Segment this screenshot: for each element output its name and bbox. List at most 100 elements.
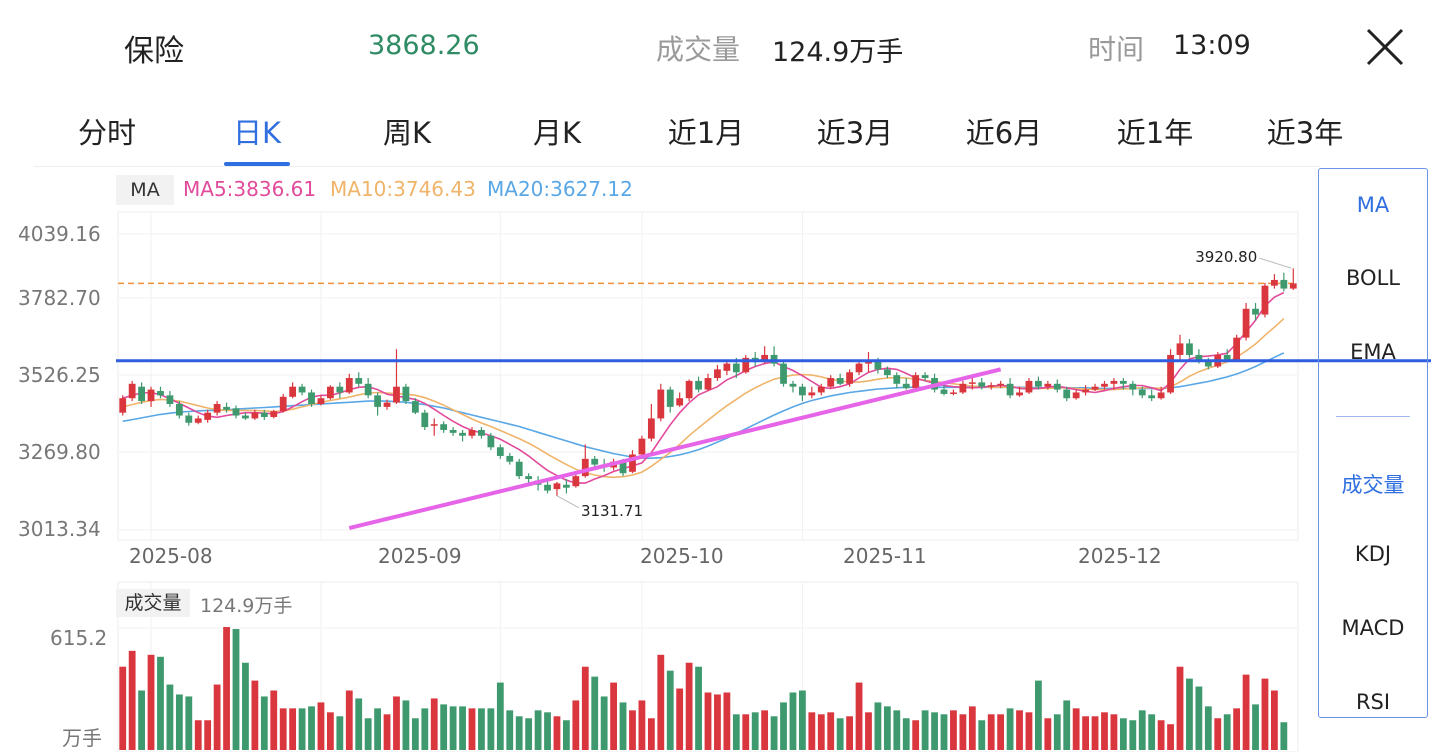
volume-bar [147, 654, 155, 750]
candle-body [1091, 386, 1099, 390]
volume-bar [317, 702, 325, 750]
indicator-panel [1318, 168, 1428, 718]
volume-bar [544, 712, 551, 750]
volume-bar [610, 682, 617, 750]
indicator-ema[interactable]: EMA [1350, 340, 1396, 364]
indicator-boll[interactable]: BOLL [1346, 266, 1400, 290]
candle-body [1233, 337, 1241, 361]
tab-3-years[interactable]: 近3年 [1266, 116, 1344, 150]
candle-body [1082, 389, 1089, 393]
candle-body [1053, 383, 1061, 390]
candle-body [1204, 360, 1212, 367]
volume-bar [1025, 712, 1033, 750]
candle-body [194, 418, 202, 423]
volume-bar [1110, 714, 1118, 750]
volume-bar [978, 720, 986, 750]
candle-body [704, 378, 712, 390]
high-annotation: 3920.80 [1195, 248, 1257, 266]
x-tick-label: 2025-09 [378, 544, 462, 568]
candle-body [496, 447, 504, 456]
volume-bar [685, 662, 693, 750]
volume-bar [1035, 680, 1042, 750]
current-price: 3868.26 [368, 30, 480, 61]
candle-body [836, 378, 844, 384]
candle-body [676, 398, 684, 406]
volume-bar [1016, 710, 1023, 750]
candle-body [298, 386, 306, 393]
volume-bar [1119, 718, 1127, 750]
indicator-ma[interactable]: MA [1356, 193, 1390, 217]
candle-body [902, 383, 910, 389]
volume-bar [808, 712, 816, 750]
candle-body [827, 378, 835, 387]
volume-bar [128, 650, 136, 750]
tab-3-months[interactable]: 近3月 [816, 116, 894, 150]
candle-body [1195, 354, 1203, 361]
volume-bar [666, 670, 674, 750]
candle-body [317, 398, 325, 405]
candle-body [997, 383, 1005, 386]
volume-bar [940, 714, 948, 750]
volume-bar [629, 710, 636, 750]
candle-body [799, 386, 806, 396]
tab-weekly-k[interactable]: 周K [382, 116, 432, 150]
x-tick-label: 2025-12 [1078, 544, 1162, 568]
volume-bar [506, 710, 514, 750]
volume-bar [270, 690, 278, 750]
tab-daily-k[interactable]: 日K [232, 116, 282, 150]
volume-bar [1252, 704, 1259, 750]
volume-bar [600, 696, 608, 750]
candle-body [1119, 380, 1127, 384]
volume-bar [468, 708, 476, 750]
volume-bar [572, 700, 580, 750]
candle-body [383, 402, 391, 407]
volume-bar [449, 706, 457, 750]
candle-body [940, 389, 948, 394]
volume-bar [931, 712, 938, 750]
volume-bar [1261, 678, 1269, 750]
volume-bar [912, 720, 920, 750]
candle-body [185, 415, 193, 423]
candle-body [147, 389, 155, 402]
y-tick-label: 3782.70 [18, 286, 101, 310]
volume-bar [289, 708, 297, 750]
candle-body [289, 386, 297, 397]
candle-body [1035, 380, 1042, 387]
volume-bar [421, 708, 429, 750]
close-button[interactable] [1362, 24, 1408, 70]
volume-bar [185, 696, 193, 750]
indicator-kdj[interactable]: KDJ [1354, 542, 1392, 566]
volume-bar [166, 684, 174, 750]
volume-bar [393, 696, 400, 750]
candle-body [714, 369, 721, 379]
candle-body [685, 380, 693, 399]
tab-intraday[interactable]: 分时 [77, 116, 136, 150]
ma10-line [122, 318, 1285, 479]
volume-bar [308, 706, 315, 750]
candle-body [1110, 380, 1118, 384]
indicator-volume[interactable]: 成交量 [1341, 473, 1405, 497]
candle-body [846, 372, 853, 384]
candle-body [912, 375, 920, 389]
indicator-rsi[interactable]: RSI [1355, 690, 1391, 714]
candle-body [978, 382, 986, 387]
volume-bar [657, 654, 665, 750]
volume-bar [865, 712, 872, 750]
indicator-macd[interactable]: MACD [1341, 616, 1405, 640]
ma20-legend: MA20:3627.12 [487, 177, 633, 201]
tab-monthly-k[interactable]: 月K [532, 116, 582, 150]
candle-body [308, 392, 315, 405]
candle-body [1072, 392, 1080, 399]
tab-1-year[interactable]: 近1年 [1116, 116, 1194, 150]
volume-bar [563, 720, 570, 750]
volume-bar [581, 666, 589, 750]
candle-body [260, 412, 268, 417]
candle-body [138, 386, 145, 402]
candle-body [449, 429, 457, 433]
volume-bar [1072, 708, 1080, 750]
tab-6-months[interactable]: 近6月 [965, 116, 1043, 150]
tab-1-month[interactable]: 近1月 [667, 116, 745, 150]
volume-value: 124.9万手 [772, 37, 904, 68]
ma5-legend: MA5:3836.61 [183, 177, 317, 201]
